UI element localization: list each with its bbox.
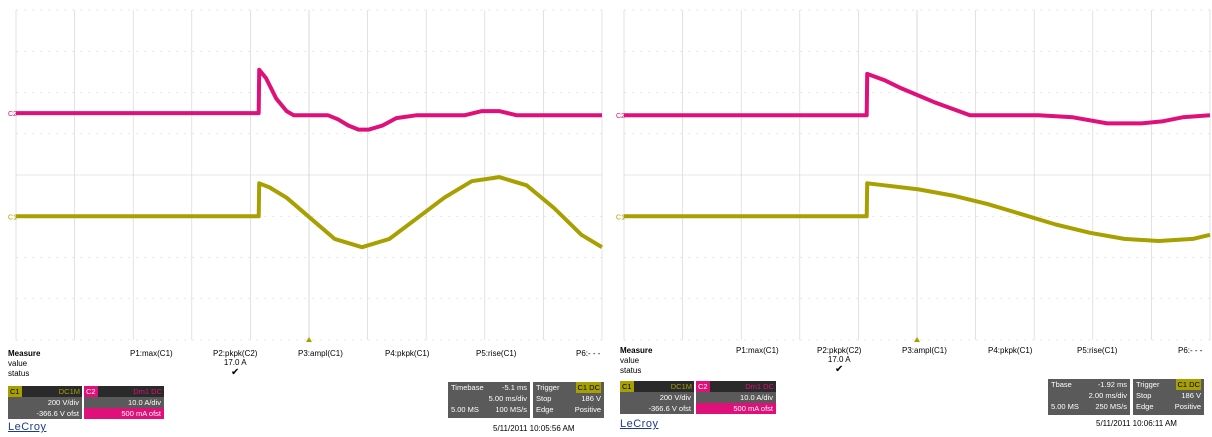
timestamp: 5/11/2011 10:06:11 AM	[1096, 419, 1177, 428]
measure-labels: Measure value status	[8, 349, 40, 379]
c1-coupling: DC1M	[633, 381, 694, 392]
measure-labels: Measure value status	[620, 346, 652, 376]
c1-tag: C1	[8, 386, 22, 397]
c2-descriptor[interactable]: C2 Dm1 DC 10.0 A/div 500 mA ofst	[696, 381, 776, 417]
trigger-label: Trigger	[536, 383, 560, 392]
check-icon: ✔	[231, 367, 240, 378]
param-p2-value: 17.0 A	[223, 358, 247, 367]
param-p2-label: P2:pkpk(C2)	[213, 349, 258, 358]
param-p1[interactable]: P1:max(C1)	[130, 349, 173, 358]
value-label: value	[8, 359, 28, 368]
trigger-slope: Positive	[1174, 402, 1201, 411]
timebase-tdiv: 2.00 ms/div	[1088, 391, 1127, 400]
trigger-level: 186 V	[1181, 391, 1201, 400]
trace-label-c1: C1	[616, 214, 625, 221]
param-p4[interactable]: P4:pkpk(C1)	[988, 346, 1033, 355]
param-p2-label: P2:pkpk(C2)	[817, 346, 862, 355]
trigger-level: 186 V	[581, 394, 601, 403]
trace-label-c2: C2	[8, 111, 17, 118]
c2-descriptor[interactable]: C2 Dm1 DC 10.0 A/div 500 mA ofst	[84, 386, 164, 422]
param-p3[interactable]: P3:ampl(C1)	[902, 346, 947, 355]
timebase-box[interactable]: Tbase -1.92 ms 2.00 ms/div 5.00 MS 250 MS/…	[1048, 379, 1130, 415]
timebase-tdiv: 5.00 ms/div	[488, 394, 527, 403]
trace-label-c2: C2	[616, 113, 625, 120]
c1-vdiv: 200 V/div	[47, 398, 79, 407]
trigger-mode: Stop	[1136, 391, 1152, 400]
trace-c2	[16, 67, 602, 132]
c2-vdiv: 10.0 A/div	[128, 398, 161, 407]
param-p2[interactable]: P2:pkpk(C2) 17.0 A ✔	[817, 346, 861, 375]
trigger-source: C1 DC	[1176, 379, 1201, 390]
c1-coupling: DC1M	[21, 386, 82, 397]
c1-offset: -366.6 V ofst	[648, 404, 691, 413]
c2-coupling: Dm1 DC	[97, 386, 164, 397]
c2-coupling: Dm1 DC	[709, 381, 776, 392]
timebase-label: Tbase	[1051, 380, 1072, 389]
trigger-type: Edge	[536, 405, 554, 414]
check-icon: ✔	[835, 364, 844, 375]
c2-vdiv: 10.0 A/div	[740, 393, 773, 402]
c1-offset: -366.6 V ofst	[36, 409, 79, 418]
waveform-plot: C2 C1	[8, 9, 604, 342]
timestamp: 5/11/2011 10:05:56 AM	[493, 424, 575, 433]
param-p2-value: 17.0 A	[827, 355, 851, 364]
param-p4[interactable]: P4:pkpk(C1)	[385, 349, 430, 358]
param-p1[interactable]: P1:max(C1)	[736, 346, 779, 355]
measure-title: Measure	[8, 349, 41, 358]
trigger-marker	[306, 337, 312, 342]
trigger-source: C1 DC	[576, 382, 601, 393]
value-label: value	[620, 356, 640, 365]
c1-vdiv: 200 V/div	[659, 393, 691, 402]
scope-right: C2 C1 Measure value status P1:max(C1) P2:…	[608, 0, 1212, 437]
timebase-delay: -1.92 ms	[1097, 380, 1127, 389]
lecroy-logo: LeCroy	[8, 421, 47, 433]
waveform-plot: C2 C1	[616, 9, 1211, 342]
trigger-box[interactable]: Trigger C1 DC Stop 186 V Edge Positive	[533, 382, 604, 418]
status-label: status	[620, 366, 642, 375]
trigger-box[interactable]: Trigger C1 DC Stop 186 V Edge Positive	[1133, 379, 1204, 415]
timebase-box[interactable]: Timebase -5.1 ms 5.00 ms/div 5.00 MS 100 M…	[448, 382, 530, 418]
status-label: status	[8, 369, 30, 378]
timebase-rate: 100 MS/s	[495, 405, 527, 414]
timebase-samples: 5.00 MS	[451, 405, 479, 414]
c1-descriptor[interactable]: C1 DC1M 200 V/div -366.6 V ofst	[8, 386, 82, 422]
trace-c1	[624, 181, 1211, 243]
trigger-marker	[914, 337, 920, 342]
trigger-type: Edge	[1136, 402, 1154, 411]
trigger-label: Trigger	[1136, 380, 1160, 389]
param-p5[interactable]: P5:rise(C1)	[1077, 346, 1118, 355]
param-p5[interactable]: P5:rise(C1)	[476, 349, 517, 358]
scope-left: C2 C1 Measure value status P1:max(C1) P2:…	[0, 0, 604, 437]
timebase-samples: 5.00 MS	[1051, 402, 1079, 411]
measure-title: Measure	[620, 346, 653, 355]
param-p3[interactable]: P3:ampl(C1)	[298, 349, 343, 358]
param-p2[interactable]: P2:pkpk(C2) 17.0 A ✔	[213, 349, 257, 378]
c1-descriptor[interactable]: C1 DC1M 200 V/div -366.6 V ofst	[620, 381, 694, 417]
c2-offset: 500 mA ofst	[696, 403, 776, 414]
c2-offset: 500 mA ofst	[84, 408, 164, 419]
timebase-label: Timebase	[451, 383, 484, 392]
trace-label-c1: C1	[8, 214, 17, 221]
c2-tag: C2	[696, 381, 710, 392]
trigger-mode: Stop	[536, 394, 552, 403]
trace-c2	[624, 71, 1211, 126]
timebase-delay: -5.1 ms	[501, 383, 527, 392]
lecroy-logo: LeCroy	[620, 418, 659, 430]
timebase-rate: 250 MS/s	[1095, 402, 1127, 411]
param-p6[interactable]: P6:- - -	[576, 349, 601, 358]
c2-tag: C2	[84, 386, 98, 397]
trigger-slope: Positive	[574, 405, 601, 414]
c1-tag: C1	[620, 381, 634, 392]
trace-c1	[16, 175, 604, 250]
param-p6[interactable]: P6:- - -	[1178, 346, 1203, 355]
